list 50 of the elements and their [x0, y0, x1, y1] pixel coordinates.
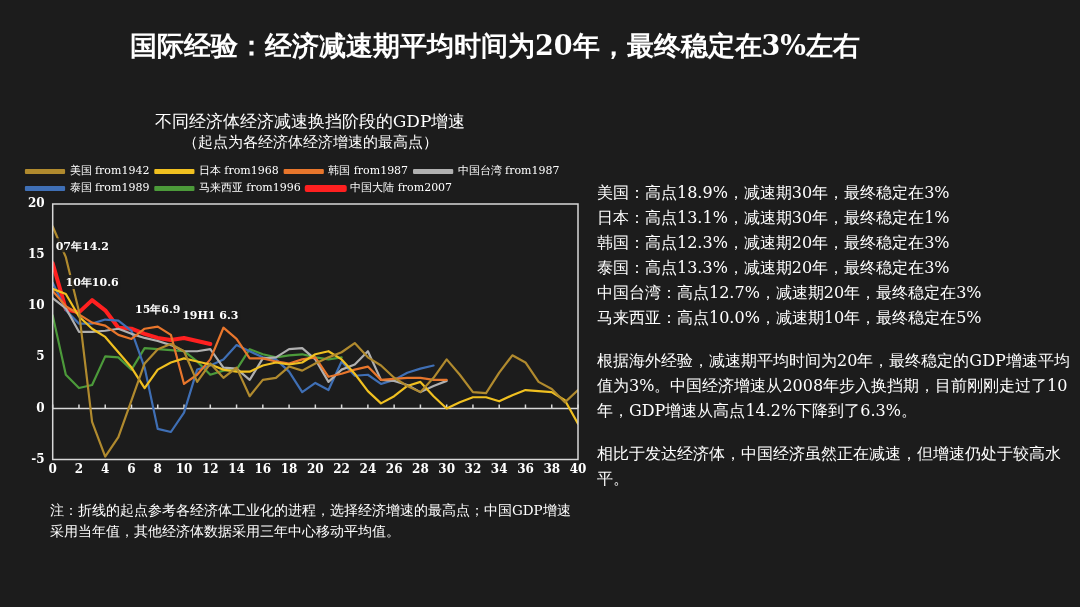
legend-label: 泰国 from1989: [69, 181, 150, 195]
x-tick-label: 8: [153, 461, 162, 476]
legend-label: 中国大陆 from2007: [350, 181, 453, 195]
text: 泰国：高点13.3%，减速期20年，最终稳定在3%: [597, 257, 951, 279]
x-tick-label: 2: [74, 461, 84, 476]
annotation: 07年14.2: [55, 239, 109, 253]
x-tick-label: 6: [127, 461, 136, 476]
chart-subtitle: （起点为各经济体经济增速的最高点）: [181, 133, 439, 152]
y-tick-label: 15: [28, 247, 45, 262]
text: 中国台湾：高点12.7%，减速期20年，最终稳定在3%: [597, 282, 983, 304]
x-tick-label: 22: [333, 461, 350, 476]
x-tick-label: 38: [543, 461, 561, 476]
legend-label: 中国台湾 from1987: [457, 164, 560, 178]
text: 注：折线的起点参考各经济体工业化的进程，选择经济增速的最高点；中国GDP增速采用当年值，其他经济体数据采用三年中心移动平均值。: [50, 501, 572, 541]
text: 根据海外经验，减速期平均时间为20年，最终稳定的GDP增速平均值为3%。中国经济增速从2008年步入换挡期，目前刚刚走过了10年，GDP增速从高点14.2%下降到了6.3%。: [597, 350, 1071, 422]
x-tick-label: 18: [280, 461, 298, 476]
text: 相比于发达经济体，中国经济虽然正在减速，但增速仍处于较高水平。: [597, 443, 1062, 490]
x-tick-label: 14: [228, 461, 245, 476]
annotation: 15年6.9: [135, 303, 181, 317]
legend-label: 美国 from1942: [69, 164, 150, 178]
x-tick-label: 32: [464, 461, 482, 476]
x-tick-label: 0: [48, 461, 57, 476]
y-tick-label: 20: [28, 196, 45, 211]
text: 日本：高点13.1%，减速期30年，最终稳定在1%: [597, 207, 951, 229]
text: 韩国：高点12.3%，减速期20年，最终稳定在3%: [597, 232, 951, 254]
legend-label: 马来西亚 from1996: [198, 181, 301, 195]
x-tick-label: 28: [412, 461, 429, 476]
chart-title: 不同经济体经济减速换挡阶段的GDP增速: [153, 110, 467, 133]
text: 马来西亚：高点10.0%，减速期10年，最终稳定在5%: [597, 307, 983, 329]
x-tick-label: 12: [201, 461, 219, 476]
annotation: 10年10.6: [65, 276, 119, 290]
x-tick-label: 10: [175, 461, 193, 476]
x-tick-label: 36: [517, 461, 534, 476]
x-tick-label: 34: [490, 461, 508, 476]
x-tick-label: 20: [307, 461, 324, 476]
x-tick-label: 24: [359, 461, 377, 476]
x-tick-label: 26: [385, 461, 403, 476]
y-tick-label: 0: [36, 400, 45, 415]
annotation: 19H1 6.3: [182, 309, 239, 323]
x-tick-label: 16: [254, 461, 272, 476]
y-tick-label: 5: [36, 349, 45, 364]
legend-label: 日本 from1968: [198, 164, 279, 178]
y-tick-label: 10: [28, 298, 45, 313]
legend-label: 韩国 from1987: [328, 164, 409, 178]
text: 国际经验：经济减速期平均时间为20年，最终稳定在3%左右: [130, 29, 861, 63]
x-tick-label: 4: [101, 461, 110, 476]
y-tick-label: -5: [31, 451, 45, 466]
text: 美国：高点18.9%，减速期30年，最终稳定在3%: [597, 182, 951, 204]
x-tick-label: 40: [569, 461, 587, 476]
x-tick-label: 30: [438, 461, 456, 476]
